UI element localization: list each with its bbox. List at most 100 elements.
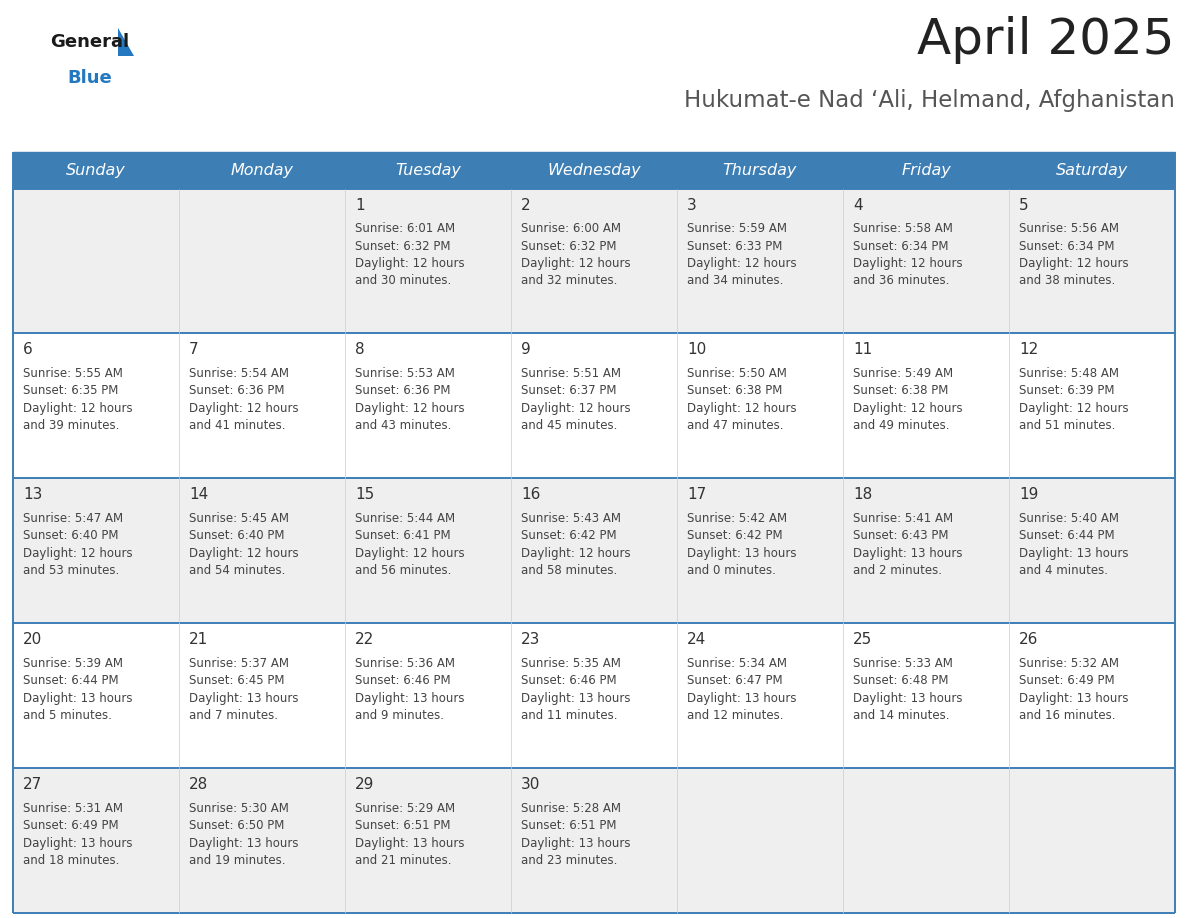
Text: and 9 minutes.: and 9 minutes.	[355, 710, 444, 722]
Text: Sunrise: 5:30 AM: Sunrise: 5:30 AM	[189, 801, 289, 814]
Text: and 14 minutes.: and 14 minutes.	[853, 710, 949, 722]
Text: 20: 20	[23, 633, 43, 647]
Text: Sunrise: 5:28 AM: Sunrise: 5:28 AM	[522, 801, 621, 814]
Text: Sunrise: 5:50 AM: Sunrise: 5:50 AM	[687, 367, 786, 380]
Text: 25: 25	[853, 633, 872, 647]
Text: Sunset: 6:32 PM: Sunset: 6:32 PM	[355, 240, 450, 252]
Text: Sunset: 6:35 PM: Sunset: 6:35 PM	[23, 385, 119, 397]
Text: 3: 3	[687, 197, 696, 212]
Text: and 5 minutes.: and 5 minutes.	[23, 710, 112, 722]
Text: Sunrise: 5:59 AM: Sunrise: 5:59 AM	[687, 222, 786, 235]
Text: and 54 minutes.: and 54 minutes.	[189, 565, 285, 577]
Text: 4: 4	[853, 197, 862, 212]
Text: Sunset: 6:49 PM: Sunset: 6:49 PM	[23, 819, 119, 832]
Text: Sunset: 6:44 PM: Sunset: 6:44 PM	[23, 674, 119, 688]
Text: Sunrise: 5:41 AM: Sunrise: 5:41 AM	[853, 512, 953, 525]
Text: 2: 2	[522, 197, 531, 212]
Text: 8: 8	[355, 342, 365, 357]
Text: 1: 1	[355, 197, 365, 212]
FancyBboxPatch shape	[13, 152, 1175, 188]
Text: Sunset: 6:34 PM: Sunset: 6:34 PM	[1019, 240, 1114, 252]
Text: Sunrise: 6:01 AM: Sunrise: 6:01 AM	[355, 222, 455, 235]
Text: Sunset: 6:42 PM: Sunset: 6:42 PM	[687, 530, 783, 543]
Text: Sunset: 6:38 PM: Sunset: 6:38 PM	[687, 385, 783, 397]
Text: 9: 9	[522, 342, 531, 357]
Text: Sunrise: 5:45 AM: Sunrise: 5:45 AM	[189, 512, 289, 525]
Text: April 2025: April 2025	[917, 16, 1175, 64]
Text: Sunrise: 5:29 AM: Sunrise: 5:29 AM	[355, 801, 455, 814]
Text: Daylight: 12 hours: Daylight: 12 hours	[853, 257, 962, 270]
Text: and 0 minutes.: and 0 minutes.	[687, 565, 776, 577]
Text: 30: 30	[522, 778, 541, 792]
Text: 14: 14	[189, 487, 208, 502]
Text: Sunrise: 5:49 AM: Sunrise: 5:49 AM	[853, 367, 953, 380]
FancyBboxPatch shape	[13, 188, 1175, 333]
FancyBboxPatch shape	[13, 478, 1175, 623]
Text: and 18 minutes.: and 18 minutes.	[23, 854, 119, 868]
Text: and 32 minutes.: and 32 minutes.	[522, 274, 618, 287]
Text: Sunrise: 5:32 AM: Sunrise: 5:32 AM	[1019, 656, 1119, 670]
Text: Sunset: 6:37 PM: Sunset: 6:37 PM	[522, 385, 617, 397]
Text: Sunrise: 5:51 AM: Sunrise: 5:51 AM	[522, 367, 621, 380]
Text: and 47 minutes.: and 47 minutes.	[687, 420, 784, 432]
FancyBboxPatch shape	[13, 623, 1175, 768]
FancyBboxPatch shape	[13, 333, 1175, 478]
Text: and 11 minutes.: and 11 minutes.	[522, 710, 618, 722]
Text: 21: 21	[189, 633, 208, 647]
Text: and 19 minutes.: and 19 minutes.	[189, 854, 285, 868]
Text: 17: 17	[687, 487, 706, 502]
Text: Daylight: 12 hours: Daylight: 12 hours	[355, 257, 465, 270]
Text: Daylight: 12 hours: Daylight: 12 hours	[1019, 257, 1129, 270]
Text: and 56 minutes.: and 56 minutes.	[355, 565, 451, 577]
Text: Daylight: 12 hours: Daylight: 12 hours	[189, 547, 298, 560]
Text: Sunrise: 5:39 AM: Sunrise: 5:39 AM	[23, 656, 124, 670]
Text: and 53 minutes.: and 53 minutes.	[23, 565, 119, 577]
Text: Daylight: 13 hours: Daylight: 13 hours	[1019, 691, 1129, 705]
Text: 16: 16	[522, 487, 541, 502]
Text: Sunday: Sunday	[67, 162, 126, 178]
Text: Sunset: 6:51 PM: Sunset: 6:51 PM	[355, 819, 450, 832]
Text: 27: 27	[23, 778, 43, 792]
Text: and 12 minutes.: and 12 minutes.	[687, 710, 784, 722]
Text: Sunset: 6:43 PM: Sunset: 6:43 PM	[853, 530, 948, 543]
Text: Daylight: 13 hours: Daylight: 13 hours	[189, 836, 298, 849]
Text: Daylight: 13 hours: Daylight: 13 hours	[355, 691, 465, 705]
Text: Sunset: 6:36 PM: Sunset: 6:36 PM	[355, 385, 450, 397]
Text: 11: 11	[853, 342, 872, 357]
Text: 10: 10	[687, 342, 706, 357]
Text: and 49 minutes.: and 49 minutes.	[853, 420, 949, 432]
Text: Sunrise: 5:36 AM: Sunrise: 5:36 AM	[355, 656, 455, 670]
Text: Daylight: 12 hours: Daylight: 12 hours	[23, 402, 133, 415]
Text: 24: 24	[687, 633, 706, 647]
Text: 15: 15	[355, 487, 374, 502]
Text: Daylight: 12 hours: Daylight: 12 hours	[522, 257, 631, 270]
FancyBboxPatch shape	[13, 768, 1175, 913]
Text: and 4 minutes.: and 4 minutes.	[1019, 565, 1108, 577]
Text: Tuesday: Tuesday	[396, 162, 461, 178]
Text: and 51 minutes.: and 51 minutes.	[1019, 420, 1116, 432]
Text: Sunset: 6:40 PM: Sunset: 6:40 PM	[23, 530, 119, 543]
Text: 26: 26	[1019, 633, 1038, 647]
Text: Sunset: 6:44 PM: Sunset: 6:44 PM	[1019, 530, 1114, 543]
Text: Daylight: 13 hours: Daylight: 13 hours	[522, 691, 631, 705]
Text: Sunset: 6:34 PM: Sunset: 6:34 PM	[853, 240, 948, 252]
Text: Daylight: 12 hours: Daylight: 12 hours	[687, 257, 797, 270]
Text: Thursday: Thursday	[722, 162, 797, 178]
Text: 12: 12	[1019, 342, 1038, 357]
Text: and 58 minutes.: and 58 minutes.	[522, 565, 618, 577]
Text: Blue: Blue	[67, 69, 112, 87]
Text: 13: 13	[23, 487, 43, 502]
Text: Sunset: 6:40 PM: Sunset: 6:40 PM	[189, 530, 284, 543]
Text: Sunset: 6:39 PM: Sunset: 6:39 PM	[1019, 385, 1114, 397]
Text: Sunrise: 5:37 AM: Sunrise: 5:37 AM	[189, 656, 289, 670]
Text: 23: 23	[522, 633, 541, 647]
Text: Sunrise: 5:53 AM: Sunrise: 5:53 AM	[355, 367, 455, 380]
Text: Sunset: 6:41 PM: Sunset: 6:41 PM	[355, 530, 450, 543]
Text: and 30 minutes.: and 30 minutes.	[355, 274, 451, 287]
Text: Daylight: 13 hours: Daylight: 13 hours	[189, 691, 298, 705]
Text: and 16 minutes.: and 16 minutes.	[1019, 710, 1116, 722]
Text: Friday: Friday	[902, 162, 950, 178]
Text: 6: 6	[23, 342, 33, 357]
Text: Sunset: 6:36 PM: Sunset: 6:36 PM	[189, 385, 284, 397]
Text: Daylight: 12 hours: Daylight: 12 hours	[355, 402, 465, 415]
